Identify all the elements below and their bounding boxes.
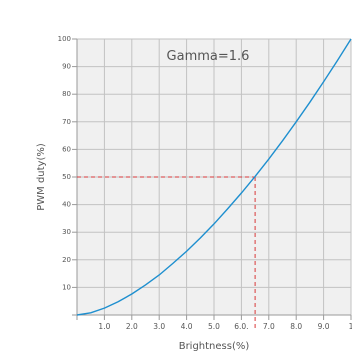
series-line [76,38,352,316]
y-axis-label: PWM duty(%) [36,143,47,211]
gamma-annotation: Gamma=1.6 [167,49,250,64]
y-tick-label: 80 [62,90,71,98]
y-tick-label: 100 [58,35,71,43]
x-tick-label: 1.0 [98,322,110,331]
x-tick-label: 1 [349,322,352,331]
y-tick-label: 50 [62,173,71,181]
reference-lines [77,176,256,329]
x-axis-label: Brightness(%) [179,341,250,351]
y-tick-label: 30 [62,228,71,236]
x-tick-label: 7.0 [263,322,275,331]
x-tick-label: 9.0 [318,322,330,331]
y-tick-label: 90 [62,63,71,71]
y-tick-label: 70 [62,118,71,126]
tick-labels: 10 20 30 40 50 60 70 80 90 100 1.0 2.0 3.0 4.0 5.0 6.0.… [58,35,352,331]
x-tick-label: 6.0. [234,322,248,331]
x-tick-label: 5.0 [208,322,220,331]
y-tick-label: 20 [62,256,71,264]
y-tick-label: 40 [62,201,71,209]
x-tick-label: 8.0 [290,322,302,331]
series-layer [76,38,352,316]
x-tick-label: 3.0 [153,322,165,331]
y-tick-label: 10 [62,283,71,291]
x-tick-label: 2.0 [126,322,138,331]
y-tick-label: 60 [62,145,71,153]
x-tick-label: 4.0 [181,322,193,331]
